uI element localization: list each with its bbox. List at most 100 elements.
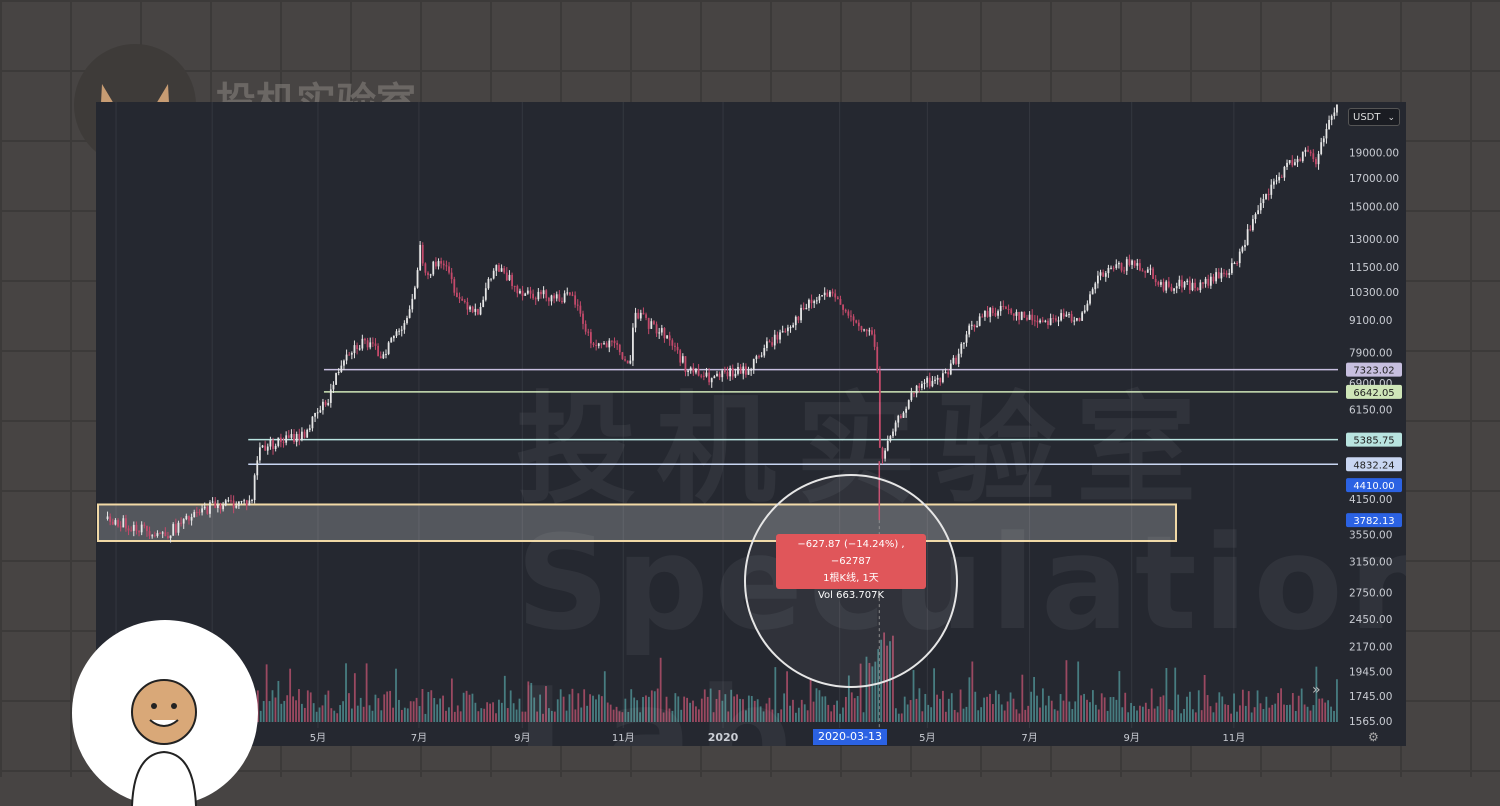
candle-body (650, 321, 653, 329)
candle-body (755, 356, 758, 360)
candle-body (1283, 166, 1286, 178)
candle-body (534, 298, 537, 300)
volume-bar (1100, 693, 1103, 722)
volume-bar (562, 696, 565, 722)
candle-body (1165, 281, 1168, 291)
candle-body (915, 385, 918, 394)
candle-body (939, 377, 942, 383)
candle-body (1280, 176, 1283, 178)
candle-body (550, 295, 553, 302)
candle-body (224, 500, 227, 506)
price-tick-label: 1745.00 (1349, 691, 1392, 703)
volume-bar (877, 649, 880, 722)
volume-bar (906, 704, 909, 722)
volume-bar (480, 708, 483, 722)
candle-body (458, 297, 461, 299)
candle-body (301, 431, 303, 440)
candle-tooltip: −627.87 (−14.24%) , −62787 1根K线, 1天 Vol … (776, 534, 926, 601)
level-badge-label: 7323.02 (1353, 366, 1394, 377)
volume-bar (953, 709, 956, 722)
volume-bar (342, 701, 344, 722)
volume-bar (745, 710, 747, 722)
candle-body (1215, 272, 1218, 282)
volume-bar (859, 663, 862, 722)
volume-bar (609, 704, 612, 722)
candle-body (555, 294, 558, 299)
candle-body (377, 345, 380, 357)
candle-body (905, 408, 908, 413)
volume-bar (403, 707, 406, 722)
candle-body (876, 346, 879, 371)
volume-bar (1147, 708, 1150, 722)
volume-bar (580, 707, 583, 722)
candle-body (618, 344, 621, 353)
volume-bar (418, 706, 421, 722)
candle-body (1073, 320, 1076, 322)
candle-body (269, 440, 272, 447)
candle-body (437, 261, 440, 267)
price-tick-label: 11500.00 (1349, 262, 1399, 274)
volume-bar (1141, 706, 1144, 722)
candle-body (897, 415, 900, 423)
candle-body (1144, 271, 1147, 273)
candle-body (1052, 318, 1055, 320)
candle-body (282, 441, 285, 443)
volume-bar (1068, 701, 1071, 722)
volume-bar (1230, 713, 1232, 722)
volume-bar (303, 707, 306, 722)
volume-bar (421, 689, 424, 722)
level-badge (1346, 384, 1402, 399)
volume-bar (448, 707, 450, 722)
candle-body (500, 268, 503, 272)
volume-bar (348, 693, 350, 722)
candle-body (1112, 267, 1115, 269)
candle-body (666, 335, 668, 339)
candle-body (1241, 247, 1244, 252)
volume-bar (548, 708, 550, 722)
level-badge (1346, 362, 1402, 377)
candle-body (1089, 294, 1091, 304)
volume-bar (1091, 690, 1094, 722)
candle-body (540, 291, 542, 295)
currency-selector[interactable]: USDT ⌄ (1348, 108, 1400, 126)
volume-bar (1227, 704, 1230, 722)
candle-body (1162, 282, 1165, 291)
scroll-forward-icon[interactable]: » (1312, 682, 1321, 698)
volume-bar (927, 704, 930, 722)
volume-bar (886, 645, 888, 722)
volume-bar (1009, 692, 1012, 722)
volume-bar (345, 663, 347, 722)
volume-bar (530, 682, 533, 722)
volume-bar (280, 703, 283, 722)
volume-bar (1265, 696, 1268, 722)
volume-bar (592, 695, 594, 722)
volume-bar (1183, 708, 1185, 722)
candle-body (1136, 263, 1139, 266)
volume-bar (986, 696, 988, 722)
volume-bar (318, 707, 321, 722)
candle-body (392, 335, 395, 339)
chart-panel[interactable]: 22000.0019000.0017000.0015000.0013000.00… (96, 102, 1406, 746)
volume-bar (924, 693, 927, 722)
volume-bar (1133, 705, 1135, 722)
candle-body (857, 322, 860, 327)
volume-bar (330, 708, 333, 722)
candle-body (350, 353, 353, 355)
price-tick-label: 3550.00 (1349, 529, 1392, 541)
volume-bar (1203, 674, 1206, 722)
candle-body (1041, 320, 1044, 322)
candlestick-chart[interactable]: 22000.0019000.0017000.0015000.0013000.00… (96, 102, 1406, 746)
settings-gear-icon[interactable]: ⚙ (1368, 730, 1379, 744)
volume-bar (753, 700, 756, 722)
volume-bar (674, 693, 677, 722)
candle-body (440, 261, 443, 264)
candle-body (471, 306, 474, 312)
candle-body (193, 512, 196, 518)
candle-body (752, 359, 755, 370)
volume-bar (368, 705, 371, 722)
candle-body (842, 304, 844, 310)
volume-bar (1271, 704, 1274, 722)
candle-body (1049, 318, 1052, 326)
volume-bar (533, 697, 536, 722)
candle-body (1188, 280, 1191, 291)
